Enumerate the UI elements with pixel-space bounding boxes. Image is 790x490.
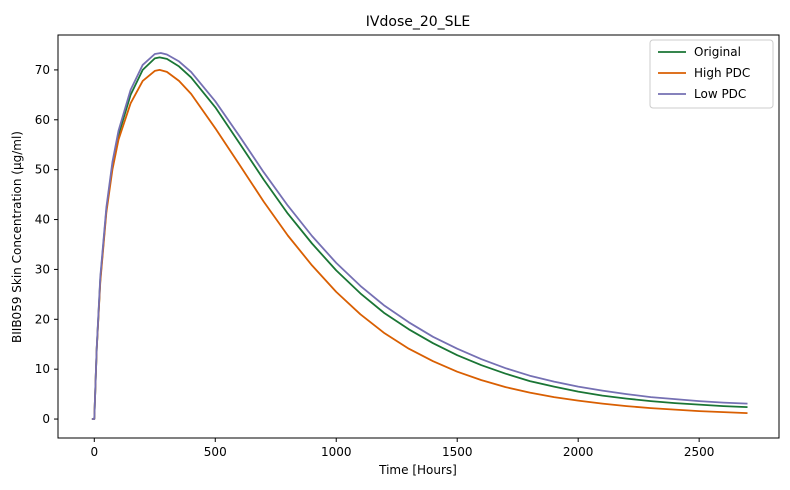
x-tick-label-0: 0 [90, 445, 98, 459]
x-tick-label-5: 2500 [684, 445, 715, 459]
y-tick-label-4: 40 [35, 213, 50, 227]
x-tick-label-4: 2000 [563, 445, 594, 459]
legend-label-0: Original [694, 45, 741, 59]
series-line-2 [91, 52, 748, 420]
y-tick-label-3: 30 [35, 262, 50, 276]
y-axis-label: BIIB059 Skin Concentration (µg/ml) [10, 131, 24, 343]
y-tick-label-1: 10 [35, 362, 50, 376]
legend-label-1: High PDC [694, 66, 750, 80]
legend-frame [649, 39, 774, 109]
y-tick-label-6: 60 [35, 113, 50, 127]
x-axis: 0 500 1000 1500 2000 2500 [90, 438, 714, 459]
series-line-0 [91, 56, 748, 420]
y-tick-label-0: 0 [42, 412, 50, 426]
y-tick-label-7: 70 [35, 63, 50, 77]
series-line-1 [91, 69, 748, 420]
y-tick-label-2: 20 [35, 312, 50, 326]
y-axis: 0 10 20 30 40 50 60 70 [35, 63, 58, 426]
plot-frame [57, 34, 780, 439]
x-tick-label-1: 500 [204, 445, 227, 459]
chart-title: IVdose_20_SLE [366, 14, 470, 30]
plot-lines [91, 52, 748, 420]
x-axis-label: Time [Hours] [378, 463, 457, 477]
legend-label-2: Low PDC [694, 87, 746, 101]
x-tick-label-3: 1500 [442, 445, 473, 459]
legend: Original High PDC Low PDC [649, 39, 774, 109]
x-tick-label-2: 1000 [321, 445, 352, 459]
y-tick-label-5: 50 [35, 163, 50, 177]
